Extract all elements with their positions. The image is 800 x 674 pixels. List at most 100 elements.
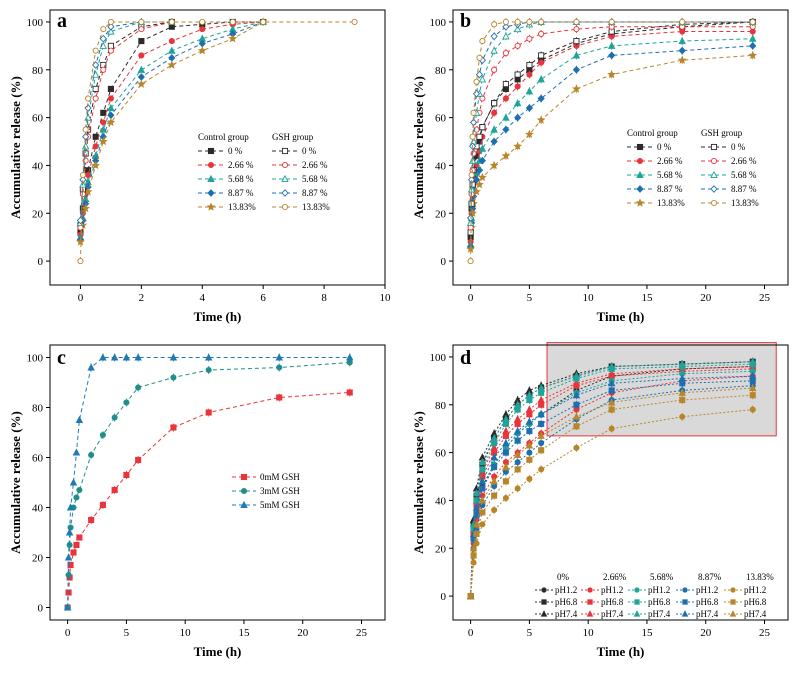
data-point — [502, 438, 510, 447]
legend-marker — [207, 161, 215, 169]
data-point — [526, 449, 533, 456]
data-point — [572, 391, 581, 399]
data-point — [92, 47, 99, 54]
data-point — [81, 142, 90, 150]
plot-frame — [452, 344, 789, 621]
legend-label: pH6.8 — [648, 597, 671, 607]
x-tick-label: 10 — [583, 627, 595, 639]
legend-marker — [207, 174, 215, 183]
legend-marker — [207, 189, 215, 197]
data-point — [479, 38, 486, 45]
y-tick-label: 60 — [435, 448, 447, 460]
data-point — [502, 32, 510, 40]
panel-letter: b — [460, 10, 471, 32]
legend-label: pH1.2 — [601, 585, 623, 595]
data-point — [491, 21, 498, 28]
data-point — [749, 18, 756, 26]
data-point — [748, 383, 757, 392]
legend-marker — [636, 143, 644, 151]
x-tick-label: 10 — [380, 292, 392, 304]
data-point — [351, 18, 358, 26]
data-point — [110, 353, 119, 361]
data-point — [490, 125, 498, 133]
data-point — [490, 453, 498, 461]
data-point — [678, 46, 686, 55]
data-point — [204, 353, 213, 361]
data-point — [479, 485, 486, 492]
legend-label: pH7.4 — [601, 609, 624, 619]
data-point — [91, 70, 100, 78]
data-point — [490, 443, 498, 451]
data-point — [491, 492, 498, 499]
legend-label: 5.68 % — [302, 174, 328, 184]
y-tick-label: 100 — [430, 17, 447, 29]
data-point — [607, 398, 616, 406]
data-point — [472, 489, 481, 497]
y-tick-label: 80 — [435, 65, 447, 77]
data-point — [100, 66, 107, 73]
data-point — [608, 387, 615, 394]
data-point — [525, 129, 534, 139]
x-tick-label: 15 — [238, 627, 250, 639]
data-point — [526, 35, 533, 42]
series-line — [79, 21, 264, 233]
legend-label: pH7.4 — [555, 609, 578, 619]
series-line — [67, 392, 350, 608]
data-point — [473, 540, 480, 547]
data-point — [513, 426, 522, 435]
legend-header: Control group — [627, 128, 678, 138]
legend-marker — [682, 587, 688, 593]
data-point — [123, 399, 130, 406]
legend-label: pH1.2 — [744, 585, 766, 595]
data-point — [107, 18, 114, 26]
data-point — [514, 466, 521, 473]
data-point — [478, 172, 487, 182]
data-point — [82, 126, 89, 133]
data-point — [526, 61, 533, 69]
legend-marker — [281, 189, 289, 197]
panel-letter: c — [57, 347, 66, 369]
y-tick-label: 100 — [430, 352, 447, 364]
series-line — [470, 21, 753, 223]
data-point — [608, 406, 615, 413]
series-13 — [467, 391, 756, 600]
series-line — [79, 21, 264, 243]
data-point — [107, 85, 114, 92]
data-point — [476, 133, 483, 140]
legend-label: 0 % — [302, 146, 317, 156]
legend-label: pH6.8 — [744, 597, 767, 607]
data-point — [135, 384, 142, 391]
x-tick-label: 15 — [641, 627, 653, 639]
data-point — [538, 439, 545, 447]
data-point — [526, 475, 533, 482]
data-point — [514, 113, 522, 122]
data-point — [513, 414, 522, 423]
legend-label: 5mM GSH — [260, 500, 300, 510]
data-point — [678, 388, 686, 396]
data-point — [514, 42, 521, 49]
data-point — [135, 456, 142, 464]
data-point — [473, 511, 480, 518]
data-point — [514, 18, 521, 26]
data-point — [538, 30, 545, 37]
data-point — [513, 400, 522, 408]
data-point — [537, 94, 545, 103]
data-point — [64, 553, 73, 561]
plot-frame — [49, 344, 386, 621]
data-point — [607, 362, 616, 370]
data-point — [73, 494, 80, 501]
data-point — [573, 38, 580, 45]
data-point — [608, 18, 615, 26]
data-point — [197, 46, 207, 55]
y-tick-label: 40 — [32, 160, 44, 172]
legend-header: 5.68% — [650, 572, 674, 582]
x-axis-title: Time (h) — [597, 644, 645, 659]
data-point — [466, 591, 475, 600]
series-line — [79, 21, 142, 221]
series-11 — [466, 371, 757, 600]
data-point — [572, 412, 581, 420]
series-line — [470, 21, 753, 262]
y-tick-label: 60 — [32, 113, 44, 125]
data-point — [123, 471, 130, 479]
data-point — [572, 371, 581, 380]
